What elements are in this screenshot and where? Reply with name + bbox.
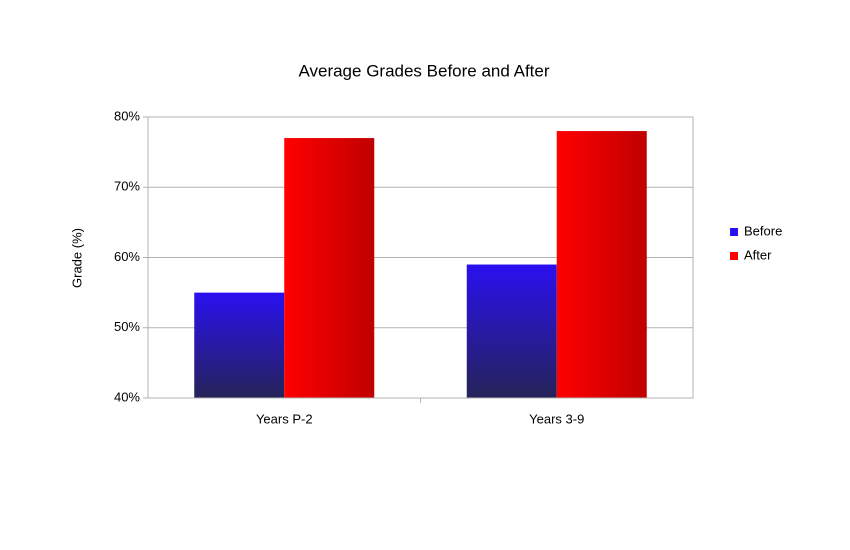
bar xyxy=(466,264,557,398)
bar xyxy=(194,292,285,398)
y-tick-label: 70% xyxy=(114,179,140,194)
y-tick-label: 50% xyxy=(114,319,140,334)
legend-swatch xyxy=(730,228,738,236)
bar xyxy=(556,131,647,399)
y-axis-label: Grade (%) xyxy=(69,228,84,288)
x-tick-label: Years P-2 xyxy=(256,411,313,426)
bar xyxy=(284,138,375,398)
y-tick-label: 40% xyxy=(114,389,140,404)
chart-title: Average Grades Before and After xyxy=(298,61,549,80)
legend-swatch xyxy=(730,252,738,260)
legend-label: After xyxy=(744,247,772,262)
y-tick-label: 80% xyxy=(114,108,140,123)
x-tick-label: Years 3-9 xyxy=(529,411,584,426)
y-tick-label: 60% xyxy=(114,249,140,264)
legend-label: Before xyxy=(744,223,782,238)
